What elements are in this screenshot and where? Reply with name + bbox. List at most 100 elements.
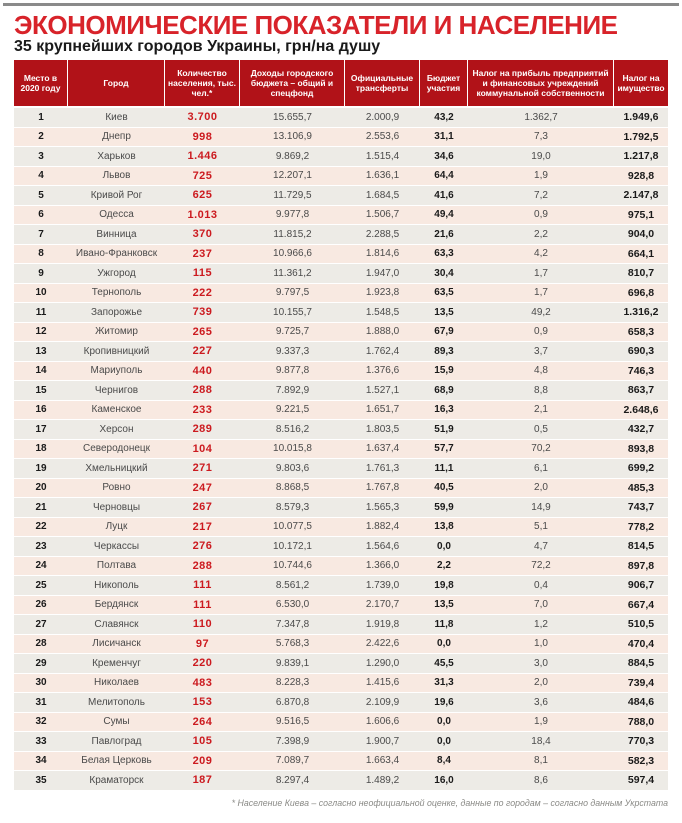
cell-budget-income: 9.797,5: [275, 287, 310, 299]
table-row: 20 Ровно 247 8.868,5 1.767,8 40,5 2,0 48…: [14, 478, 668, 498]
cell-population: 725: [192, 169, 213, 182]
cell-city: Хмельницкий: [85, 462, 148, 474]
table-row: 10 Тернополь 222 9.797,5 1.923,8 63,5 1,…: [14, 283, 668, 303]
cell-property-tax: 699,2: [627, 462, 655, 475]
cell-place: 26: [35, 599, 47, 611]
cell-place: 25: [35, 579, 47, 591]
cell-budget-income: 11.361,2: [273, 267, 312, 279]
cell-population: 111: [193, 579, 212, 592]
cell-participation-budget: 13,5: [434, 599, 454, 611]
cell-budget-income: 6.870,8: [275, 696, 310, 708]
cell-population: 237: [192, 247, 213, 260]
cell-participation-budget: 67,9: [434, 326, 454, 338]
table-row: 12 Житомир 265 9.725,7 1.888,0 67,9 0,9 …: [14, 322, 668, 342]
cell-property-tax: 510,5: [627, 618, 655, 631]
cell-participation-budget: 63,5: [434, 287, 454, 299]
cell-budget-income: 8.516,2: [275, 423, 310, 435]
page-subtitle: 35 крупнейших городов Украины, грн/на ду…: [14, 38, 381, 55]
cell-property-tax: 597,4: [627, 774, 655, 787]
table-row: 30 Николаев 483 8.228,3 1.415,6 31,3 2,0…: [14, 673, 668, 693]
cell-budget-income: 9.516,5: [275, 716, 310, 728]
cell-participation-budget: 11,8: [434, 618, 454, 630]
cell-city: Житомир: [95, 326, 138, 338]
cell-budget-income: 9.869,2: [275, 150, 310, 162]
cell-place: 33: [35, 735, 47, 747]
cell-population: 104: [192, 442, 213, 455]
cell-participation-budget: 11,1: [434, 462, 454, 474]
table-row: 33 Павлоград 105 7.398,9 1.900,7 0,0 18,…: [14, 732, 668, 752]
cell-profit-tax: 1,7: [534, 267, 548, 279]
cell-population: 3.700: [187, 111, 218, 124]
cell-place: 7: [38, 228, 44, 240]
footnote: * Население Киева – согласно неофициальн…: [231, 798, 668, 808]
cell-profit-tax: 0,4: [534, 579, 548, 591]
table-row: 9 Ужгород 115 11.361,2 1.947,0 30,4 1,7 …: [14, 264, 668, 284]
cell-budget-income: 7.398,9: [275, 735, 310, 747]
table-header-row: Место в 2020 году Город Количество насел…: [14, 60, 668, 106]
cell-population: 271: [192, 462, 213, 475]
cell-population: 97: [195, 637, 210, 650]
cell-profit-tax: 72,2: [531, 560, 551, 572]
cell-place: 13: [35, 345, 47, 357]
cell-city: Каменское: [91, 404, 142, 416]
column-header-budget-income: Доходы городского бюджета – общий и спец…: [240, 60, 345, 106]
cell-transfers: 1.637,4: [365, 443, 400, 455]
cell-place: 4: [38, 170, 44, 182]
cell-property-tax: 904,0: [627, 228, 655, 241]
cell-profit-tax: 0,9: [534, 209, 548, 221]
cell-property-tax: 2.147,8: [623, 189, 659, 202]
cell-population: 227: [192, 345, 213, 358]
cell-city: Одесса: [99, 209, 134, 221]
cell-transfers: 2.000,9: [365, 111, 400, 123]
cell-city: Черкассы: [93, 540, 140, 552]
cell-participation-budget: 13,5: [434, 306, 454, 318]
top-rule: [3, 3, 679, 6]
cell-property-tax: 1.949,6: [623, 111, 659, 124]
table-row: 15 Чернигов 288 7.892,9 1.527,1 68,9 8,8…: [14, 381, 668, 401]
cell-participation-budget: 43,2: [434, 111, 454, 123]
table-row: 2 Днепр 998 13.106,9 2.553,6 31,1 7,3 1.…: [14, 127, 668, 147]
cell-profit-tax: 4,7: [534, 540, 548, 552]
cell-property-tax: 667,4: [627, 598, 655, 611]
cell-population: 370: [192, 228, 213, 241]
cell-participation-budget: 41,6: [434, 189, 454, 201]
cell-transfers: 1.767,8: [365, 482, 400, 494]
cell-city: Бердянск: [94, 599, 139, 611]
cell-transfers: 1.651,7: [365, 404, 400, 416]
cell-population: 105: [192, 735, 213, 748]
cell-budget-income: 9.839,1: [275, 657, 310, 669]
cell-participation-budget: 19,6: [434, 696, 454, 708]
cell-profit-tax: 2,0: [534, 482, 548, 494]
cell-transfers: 2.288,5: [365, 228, 400, 240]
cell-participation-budget: 40,5: [434, 482, 454, 494]
cell-transfers: 1.290,0: [365, 657, 400, 669]
cell-profit-tax: 1,0: [534, 638, 548, 650]
cell-population: 1.013: [187, 208, 218, 221]
cell-profit-tax: 7,3: [534, 131, 548, 143]
cell-transfers: 1.882,4: [365, 521, 400, 533]
cell-property-tax: 770,3: [627, 735, 655, 748]
cell-place: 31: [35, 696, 47, 708]
table-row: 27 Славянск 110 7.347,8 1.919,8 11,8 1,2…: [14, 615, 668, 635]
cell-property-tax: 1.316,2: [623, 306, 659, 319]
column-header-place: Место в 2020 году: [14, 60, 68, 106]
table-row: 31 Мелитополь 153 6.870,8 2.109,9 19,6 3…: [14, 693, 668, 713]
cell-budget-income: 8.868,5: [275, 482, 310, 494]
cell-place: 8: [38, 248, 44, 260]
cell-profit-tax: 0,9: [534, 326, 548, 338]
cell-city: Чернигов: [94, 384, 139, 396]
cell-population: 233: [192, 403, 213, 416]
table-row: 19 Хмельницкий 271 9.803,6 1.761,3 11,1 …: [14, 459, 668, 479]
cell-place: 23: [35, 540, 47, 552]
cell-population: 247: [192, 481, 213, 494]
cell-participation-budget: 30,4: [434, 267, 454, 279]
cell-place: 17: [35, 423, 47, 435]
cell-participation-budget: 64,4: [434, 170, 454, 182]
cell-budget-income: 11.729,5: [273, 189, 312, 201]
cell-transfers: 1.376,6: [365, 365, 400, 377]
cell-city: Славянск: [94, 618, 139, 630]
cell-participation-budget: 0,0: [437, 735, 451, 747]
cell-city: Кривой Рог: [90, 189, 143, 201]
cell-city: Винница: [96, 228, 137, 240]
cell-participation-budget: 31,1: [434, 131, 454, 143]
